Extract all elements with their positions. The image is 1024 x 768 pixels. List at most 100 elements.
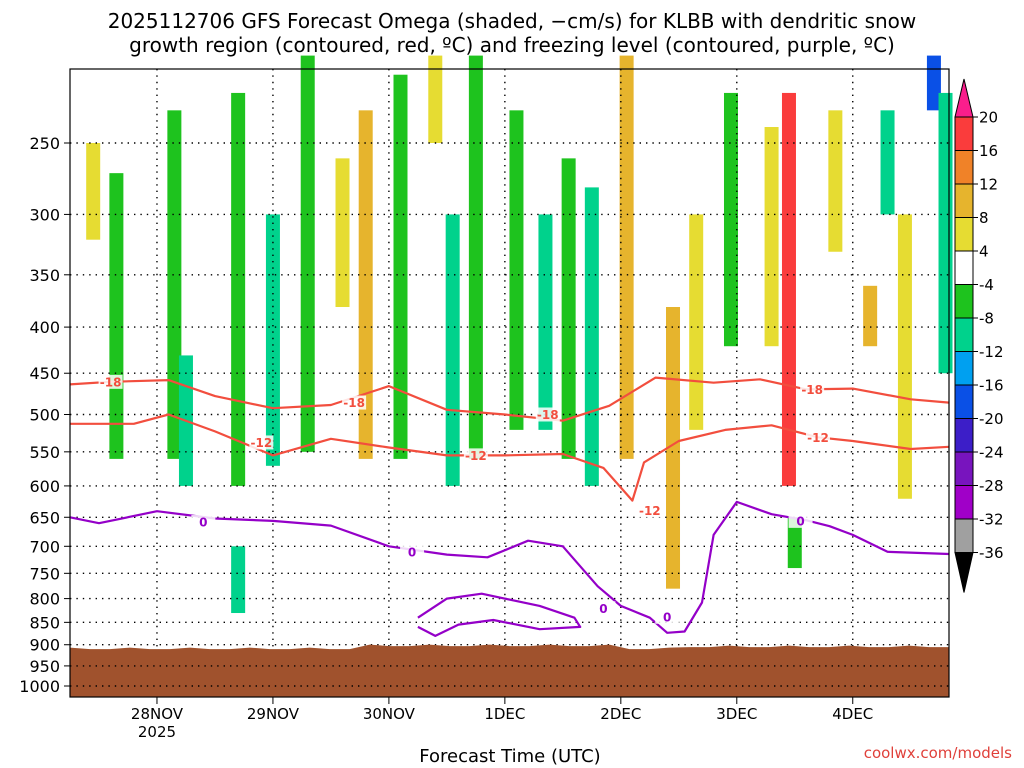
dendritic-12-label-bg-0 <box>249 435 274 450</box>
freezing-0-label-bg-0 <box>191 515 216 530</box>
dendritic-18-label-1: -18 <box>343 396 365 410</box>
colorbar-label-8: -16 <box>979 377 1004 395</box>
omega-cell-11 <box>428 55 443 143</box>
omega-cell-2 <box>167 110 182 459</box>
colorbar-segment-8 <box>954 351 974 386</box>
x-tick-label-1: 29NOV <box>247 705 300 723</box>
omega-cell-0 <box>86 143 101 240</box>
y-tick-label-250: 250 <box>29 134 60 153</box>
colorbar-segment-6 <box>954 284 974 319</box>
omega-cell-30 <box>938 92 953 374</box>
dendritic-18-label-bg-2 <box>535 407 560 422</box>
omega-cell-14 <box>509 110 524 430</box>
omega-cell-15 <box>538 214 553 430</box>
y-tick-label-900: 900 <box>29 636 60 655</box>
omega-cell-25 <box>828 110 843 252</box>
dendritic-18-label-2: -18 <box>537 408 559 422</box>
ground-surface <box>70 644 949 697</box>
dendritic-18-label-bg-0 <box>98 374 123 389</box>
dendritic-12-label-bg-2 <box>637 503 662 518</box>
omega-cell-19 <box>666 307 681 589</box>
omega-cell-10 <box>393 74 408 459</box>
y-tick-label-750: 750 <box>29 564 60 583</box>
y-tick-label-400: 400 <box>29 318 60 337</box>
x-tick-label-2: 30NOV <box>363 705 416 723</box>
omega-cell-5 <box>231 546 246 614</box>
colorbar-label-6: -8 <box>979 310 994 328</box>
x-tick-sublabel-0: 2025 <box>138 723 176 741</box>
credit-text: coolwx.com/models <box>864 744 1012 762</box>
freezing-0-label-bg-1 <box>400 544 425 559</box>
omega-cell-6 <box>265 214 280 466</box>
omega-cell-13 <box>468 55 483 459</box>
dendritic-12-label-3: -12 <box>807 431 829 445</box>
plot-frame <box>69 68 950 698</box>
dendritic-12-label-2: -12 <box>639 504 661 518</box>
y-tick-label-350: 350 <box>29 266 60 285</box>
pressure-axis: 250 300 350 400 450 500 550 600 650 700 750 800 850 9… <box>19 134 70 696</box>
omega-cell-9 <box>358 110 373 459</box>
omega-cell-7 <box>300 55 315 452</box>
y-tick-label-500: 500 <box>29 406 60 425</box>
colorbar-segment-1 <box>954 116 974 151</box>
y-tick-label-650: 650 <box>29 508 60 527</box>
freezing-0-label-bg-3 <box>655 609 680 624</box>
omega-shading-layer <box>86 55 953 614</box>
y-tick-label-800: 800 <box>29 590 60 609</box>
dendritic-12-label-bg-3 <box>805 430 830 445</box>
omega-cell-22 <box>764 127 779 347</box>
omega-cell-23 <box>781 92 796 486</box>
colorbar-top-triangle <box>954 78 974 118</box>
freezing-0-label-3: 0 <box>663 610 671 624</box>
freezing-0-label-0: 0 <box>199 516 207 530</box>
y-tick-label-600: 600 <box>29 477 60 496</box>
colorbar-segment-4 <box>954 217 974 252</box>
dendritic-18-label-bg-1 <box>342 395 367 410</box>
colorbar-segment-2 <box>954 150 974 185</box>
x-tick-label-3: 1DEC <box>484 705 525 723</box>
x-tick-label-0: 28NOV <box>131 705 184 723</box>
y-tick-label-700: 700 <box>29 537 60 556</box>
dendritic-18-label-3: -18 <box>801 383 823 397</box>
colorbar-label-2: 12 <box>979 176 998 194</box>
colorbar-label-9: -20 <box>979 410 1004 428</box>
dendritic-12-label-1: -12 <box>465 449 487 463</box>
dendritic-12-label-0: -12 <box>250 436 272 450</box>
y-tick-label-300: 300 <box>29 205 60 224</box>
colorbar-segment-10 <box>954 418 974 453</box>
colorbar-segment-9 <box>954 384 974 419</box>
contour-layer: -18 -18 -18 -18 -12 -12 -12 -12 0 0 0 0 0 <box>69 374 950 637</box>
omega-cell-26 <box>863 285 878 347</box>
freezing-0-label-2: 0 <box>599 602 607 616</box>
colorbar-segment-3 <box>954 183 974 218</box>
colorbar-label-11: -28 <box>979 477 1004 495</box>
freezing-0-label-1: 0 <box>408 545 416 559</box>
omega-cell-27 <box>880 110 895 215</box>
omega-cell-28 <box>897 214 912 499</box>
surface-layer <box>70 644 949 697</box>
omega-cell-16 <box>561 158 576 459</box>
dendritic-18-label-0: -18 <box>100 375 122 389</box>
freezing-0-pocket-line <box>417 592 582 637</box>
colorbar-bottom-triangle <box>954 552 974 593</box>
x-tick-label-4: 2DEC <box>600 705 641 723</box>
omega-cell-8 <box>335 158 350 308</box>
colorbar: 20 16 12 8 4 -4 -8 -12 -16 -20 -24 -28 -32 -36 <box>954 78 1004 593</box>
freezing-0-label-4: 0 <box>796 514 804 528</box>
y-tick-label-850: 850 <box>29 613 60 632</box>
colorbar-segment-13 <box>954 518 974 553</box>
colorbar-segment-12 <box>954 485 974 520</box>
y-tick-label-450: 450 <box>29 364 60 383</box>
freezing-0-label-bg-2 <box>591 601 616 616</box>
y-tick-label-950: 950 <box>29 657 60 676</box>
dendritic-18-label-bg-3 <box>800 382 825 397</box>
grid-layer <box>70 69 949 697</box>
y-tick-label-550: 550 <box>29 443 60 462</box>
omega-cell-12 <box>445 214 460 486</box>
colorbar-label-5: -4 <box>979 276 994 294</box>
omega-cell-20 <box>689 214 704 430</box>
x-tick-label-6: 4DEC <box>832 705 873 723</box>
colorbar-segment-5 <box>954 250 974 285</box>
colorbar-label-7: -12 <box>979 343 1004 361</box>
